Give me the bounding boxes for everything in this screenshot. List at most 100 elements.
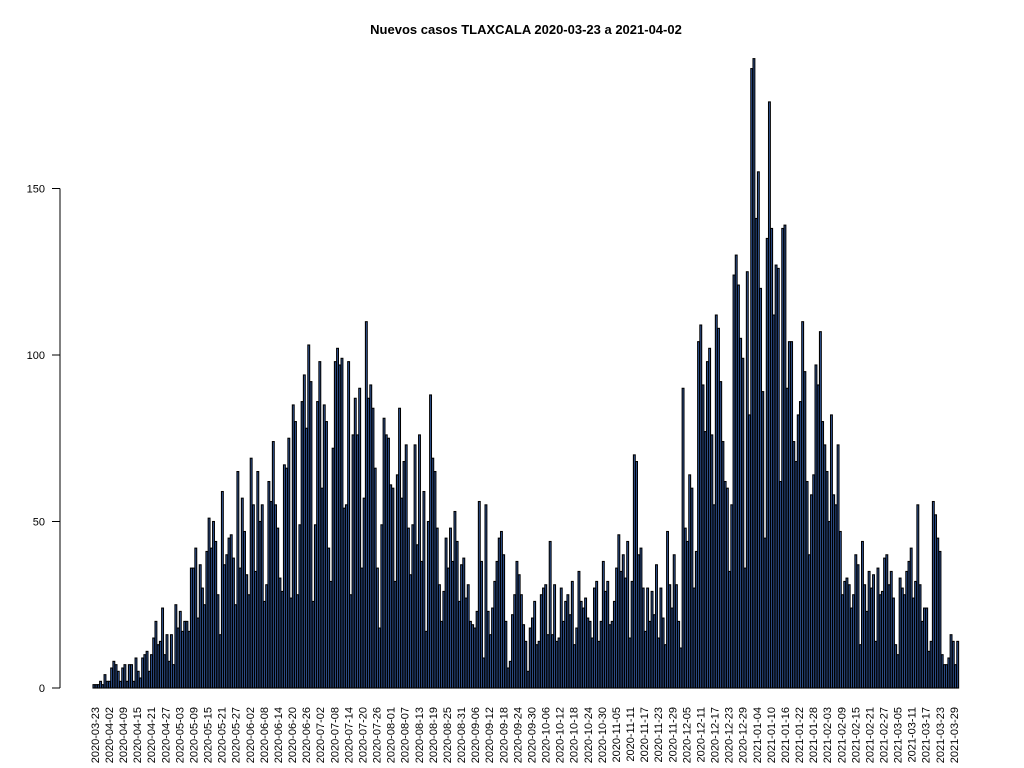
y-axis: 0 50 100 150 (27, 184, 61, 695)
bar (422, 490, 426, 689)
bar (931, 500, 935, 689)
x-tick-label: 2020-10-06 (541, 707, 553, 763)
bar (132, 680, 136, 689)
bar (539, 594, 543, 689)
bar (349, 594, 353, 689)
bar (138, 677, 142, 689)
bar (878, 594, 882, 689)
bar (473, 627, 477, 689)
bar (435, 527, 439, 689)
bar (745, 271, 749, 689)
x-tick-label: 2020-09-24 (512, 707, 524, 763)
bar (347, 361, 351, 689)
bar (158, 640, 162, 689)
bar (832, 494, 836, 689)
bar (236, 470, 240, 689)
bar (389, 484, 393, 689)
bar (154, 620, 158, 689)
bar (362, 497, 366, 689)
bar (907, 560, 911, 689)
x-tick-label: 2020-07-20 (357, 707, 369, 763)
x-tick-label: 2020-03-23 (90, 707, 102, 763)
bar (681, 387, 685, 689)
bar (925, 607, 929, 689)
bar (945, 664, 949, 689)
x-tick-label: 2021-03-11 (907, 707, 919, 762)
bar (728, 570, 732, 689)
bar (267, 480, 271, 689)
bar (187, 630, 191, 689)
bar (699, 324, 703, 689)
bar (504, 620, 508, 689)
bar (418, 434, 421, 689)
bar (575, 627, 579, 689)
bar (628, 637, 632, 689)
bar (748, 414, 751, 689)
bar (110, 667, 114, 689)
bar (298, 524, 302, 689)
bar (522, 624, 526, 689)
bar (353, 397, 357, 689)
y-tick-label: 150 (27, 184, 45, 196)
y-tick-label: 100 (27, 350, 45, 362)
bar (420, 560, 424, 689)
bar (333, 361, 337, 689)
bar (271, 441, 275, 689)
x-tick-label: 2020-04-27 (160, 707, 172, 763)
bar (854, 554, 858, 689)
bar (555, 640, 559, 689)
bar (309, 381, 313, 689)
bar (484, 504, 488, 689)
x-tick-label: 2020-12-29 (738, 707, 750, 763)
bar (657, 637, 661, 689)
bar (639, 547, 643, 689)
bar (429, 394, 433, 689)
bar (956, 640, 960, 689)
bar (433, 470, 437, 689)
bar (344, 504, 348, 689)
bar (940, 654, 944, 689)
bar (652, 614, 656, 689)
bar (717, 327, 720, 689)
bar (661, 617, 665, 689)
bar (916, 504, 920, 689)
bar (380, 524, 384, 689)
bar (564, 600, 568, 689)
bar (659, 587, 663, 689)
bar (898, 577, 902, 689)
bar (730, 504, 734, 689)
bar (867, 570, 871, 689)
bar (936, 537, 940, 689)
bar (894, 644, 898, 689)
bar (99, 680, 103, 689)
bar (214, 540, 218, 689)
bar (431, 457, 435, 689)
bar (743, 567, 747, 689)
bar (169, 634, 173, 689)
bar (610, 620, 614, 689)
bar (863, 584, 867, 689)
bar (371, 407, 375, 689)
bar (721, 441, 725, 689)
bar (849, 607, 853, 689)
bar (320, 487, 324, 689)
bar (468, 620, 472, 689)
bar (508, 660, 512, 689)
bar (480, 560, 483, 689)
bar (404, 444, 408, 689)
bar (340, 357, 344, 689)
bar (810, 494, 813, 689)
bar (415, 544, 419, 689)
bar (243, 530, 246, 689)
bar (938, 550, 942, 689)
bar (103, 674, 107, 689)
bar (805, 480, 809, 689)
bar (666, 530, 670, 689)
bar (592, 587, 596, 689)
bar (785, 387, 789, 689)
bar (269, 500, 273, 689)
bar (302, 374, 306, 689)
bar (411, 524, 415, 689)
bar (123, 664, 127, 689)
bar (736, 284, 740, 689)
